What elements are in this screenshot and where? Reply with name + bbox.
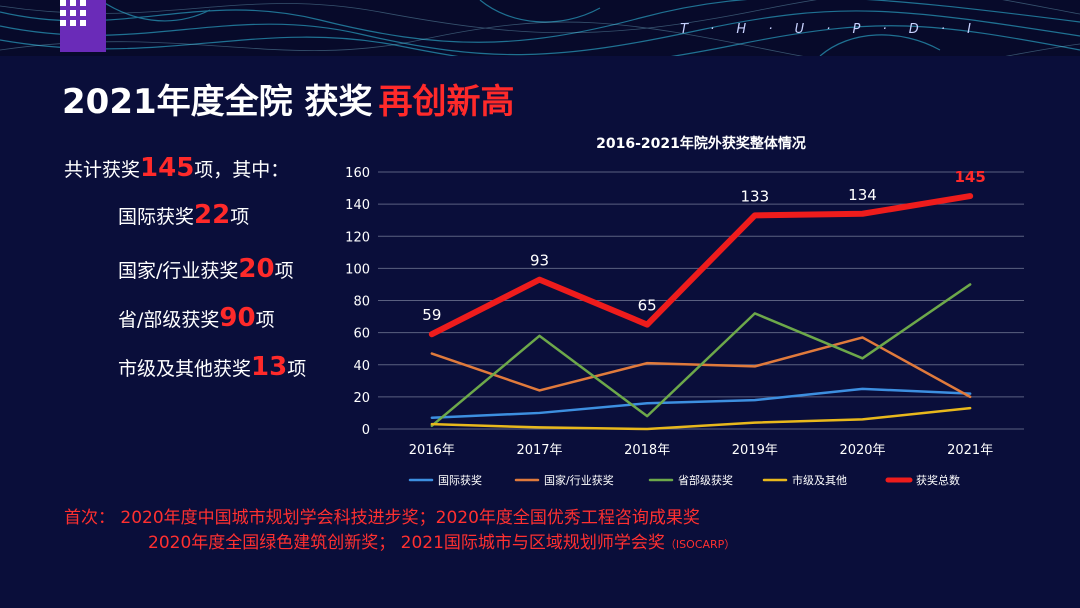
y-tick-label: 120 [345,230,370,245]
y-tick-label: 100 [345,262,370,277]
stat-total-suffix: 项，其中： [194,159,290,181]
stat-international: 国际获奖22项 [118,200,249,230]
series-line-1 [430,336,972,399]
stat-municipal-value: 13 [251,352,288,382]
y-tick-label: 80 [353,295,370,310]
stat-municipal-suffix: 项 [287,358,307,380]
data-label: 59 [422,306,441,324]
x-tick-label: 2018年 [624,443,670,458]
chart-title: 2016-2021年院外获奖整体情况 [596,135,806,152]
brand-text: T · H · U · P · D · I [680,22,980,37]
legend-label: 国际获奖 [438,473,482,487]
legend-label: 市级及其他 [792,473,847,487]
y-tick-label: 160 [345,166,370,181]
notes-line-1: 首次： 2020年度中国城市规划学会科技进步奖；2020年度全国优秀工程咨询成果… [64,508,700,528]
data-label: 145 [955,168,986,186]
data-label: 93 [530,252,549,270]
stat-international-prefix: 国际获奖 [118,206,195,228]
notes-line-2-text: 2020年度全国绿色建筑创新奖； 2021国际城市与区域规划师学会奖 [148,533,665,553]
y-tick-label: 0 [362,423,370,438]
y-tick-label: 20 [353,391,370,406]
stat-national-suffix: 项 [274,260,294,282]
grid-logo-icon [60,0,106,52]
stat-municipal: 市级及其他获奖13项 [118,352,306,382]
series-line-4 [428,193,974,338]
awards-line-chart: 2016-2021年院外获奖整体情况 0 20 40 60 80 100 120 140 160 2… [345,135,1024,487]
y-tick-label: 40 [353,359,370,374]
series-line-2 [430,283,972,428]
x-tick-label: 2020年 [839,443,885,458]
stat-total-value: 145 [140,153,195,183]
x-tick-label: 2021年 [947,443,993,458]
data-label: 65 [638,297,657,315]
stat-total-prefix: 共计获奖 [64,159,141,181]
stat-national-value: 20 [238,254,275,284]
series-line-0 [430,387,972,420]
x-tick-label: 2019年 [732,443,778,458]
stat-provincial-prefix: 省/部级获奖 [118,309,220,331]
stat-total: 共计获奖145项，其中： [64,153,289,183]
headline-main: 2021年度全院 获奖 [62,82,373,122]
stat-provincial-value: 90 [219,303,256,333]
headline-highlight: 再创新高 [378,82,515,122]
legend-label: 获奖总数 [916,473,960,487]
y-tick-label: 140 [345,198,370,213]
banner-pattern [0,0,1080,56]
data-label: 133 [741,187,770,205]
page-headline: 2021年度全院 获奖 再创新高 [62,74,514,123]
stat-municipal-prefix: 市级及其他获奖 [118,358,252,380]
x-tick-label: 2016年 [409,443,455,458]
stat-provincial-suffix: 项 [255,309,275,331]
notes-line-2: 2020年度全国绿色建筑创新奖； 2021国际城市与区域规划师学会奖（ISOCA… [148,528,735,553]
stat-national-prefix: 国家/行业获奖 [118,260,239,282]
header-banner: T · H · U · P · D · I [0,0,1080,56]
stat-national: 国家/行业获奖20项 [118,254,294,284]
stat-international-value: 22 [194,200,231,230]
stat-international-suffix: 项 [230,206,250,228]
x-tick-label: 2017年 [516,443,562,458]
legend-label: 省部级获奖 [678,473,733,487]
data-label: 134 [848,186,877,204]
notes-line-2-small: （ISOCARP） [664,538,736,551]
series-line-3 [430,406,972,431]
stat-provincial: 省/部级获奖90项 [118,303,275,333]
y-tick-label: 60 [353,327,370,342]
legend-label: 国家/行业获奖 [544,473,614,487]
